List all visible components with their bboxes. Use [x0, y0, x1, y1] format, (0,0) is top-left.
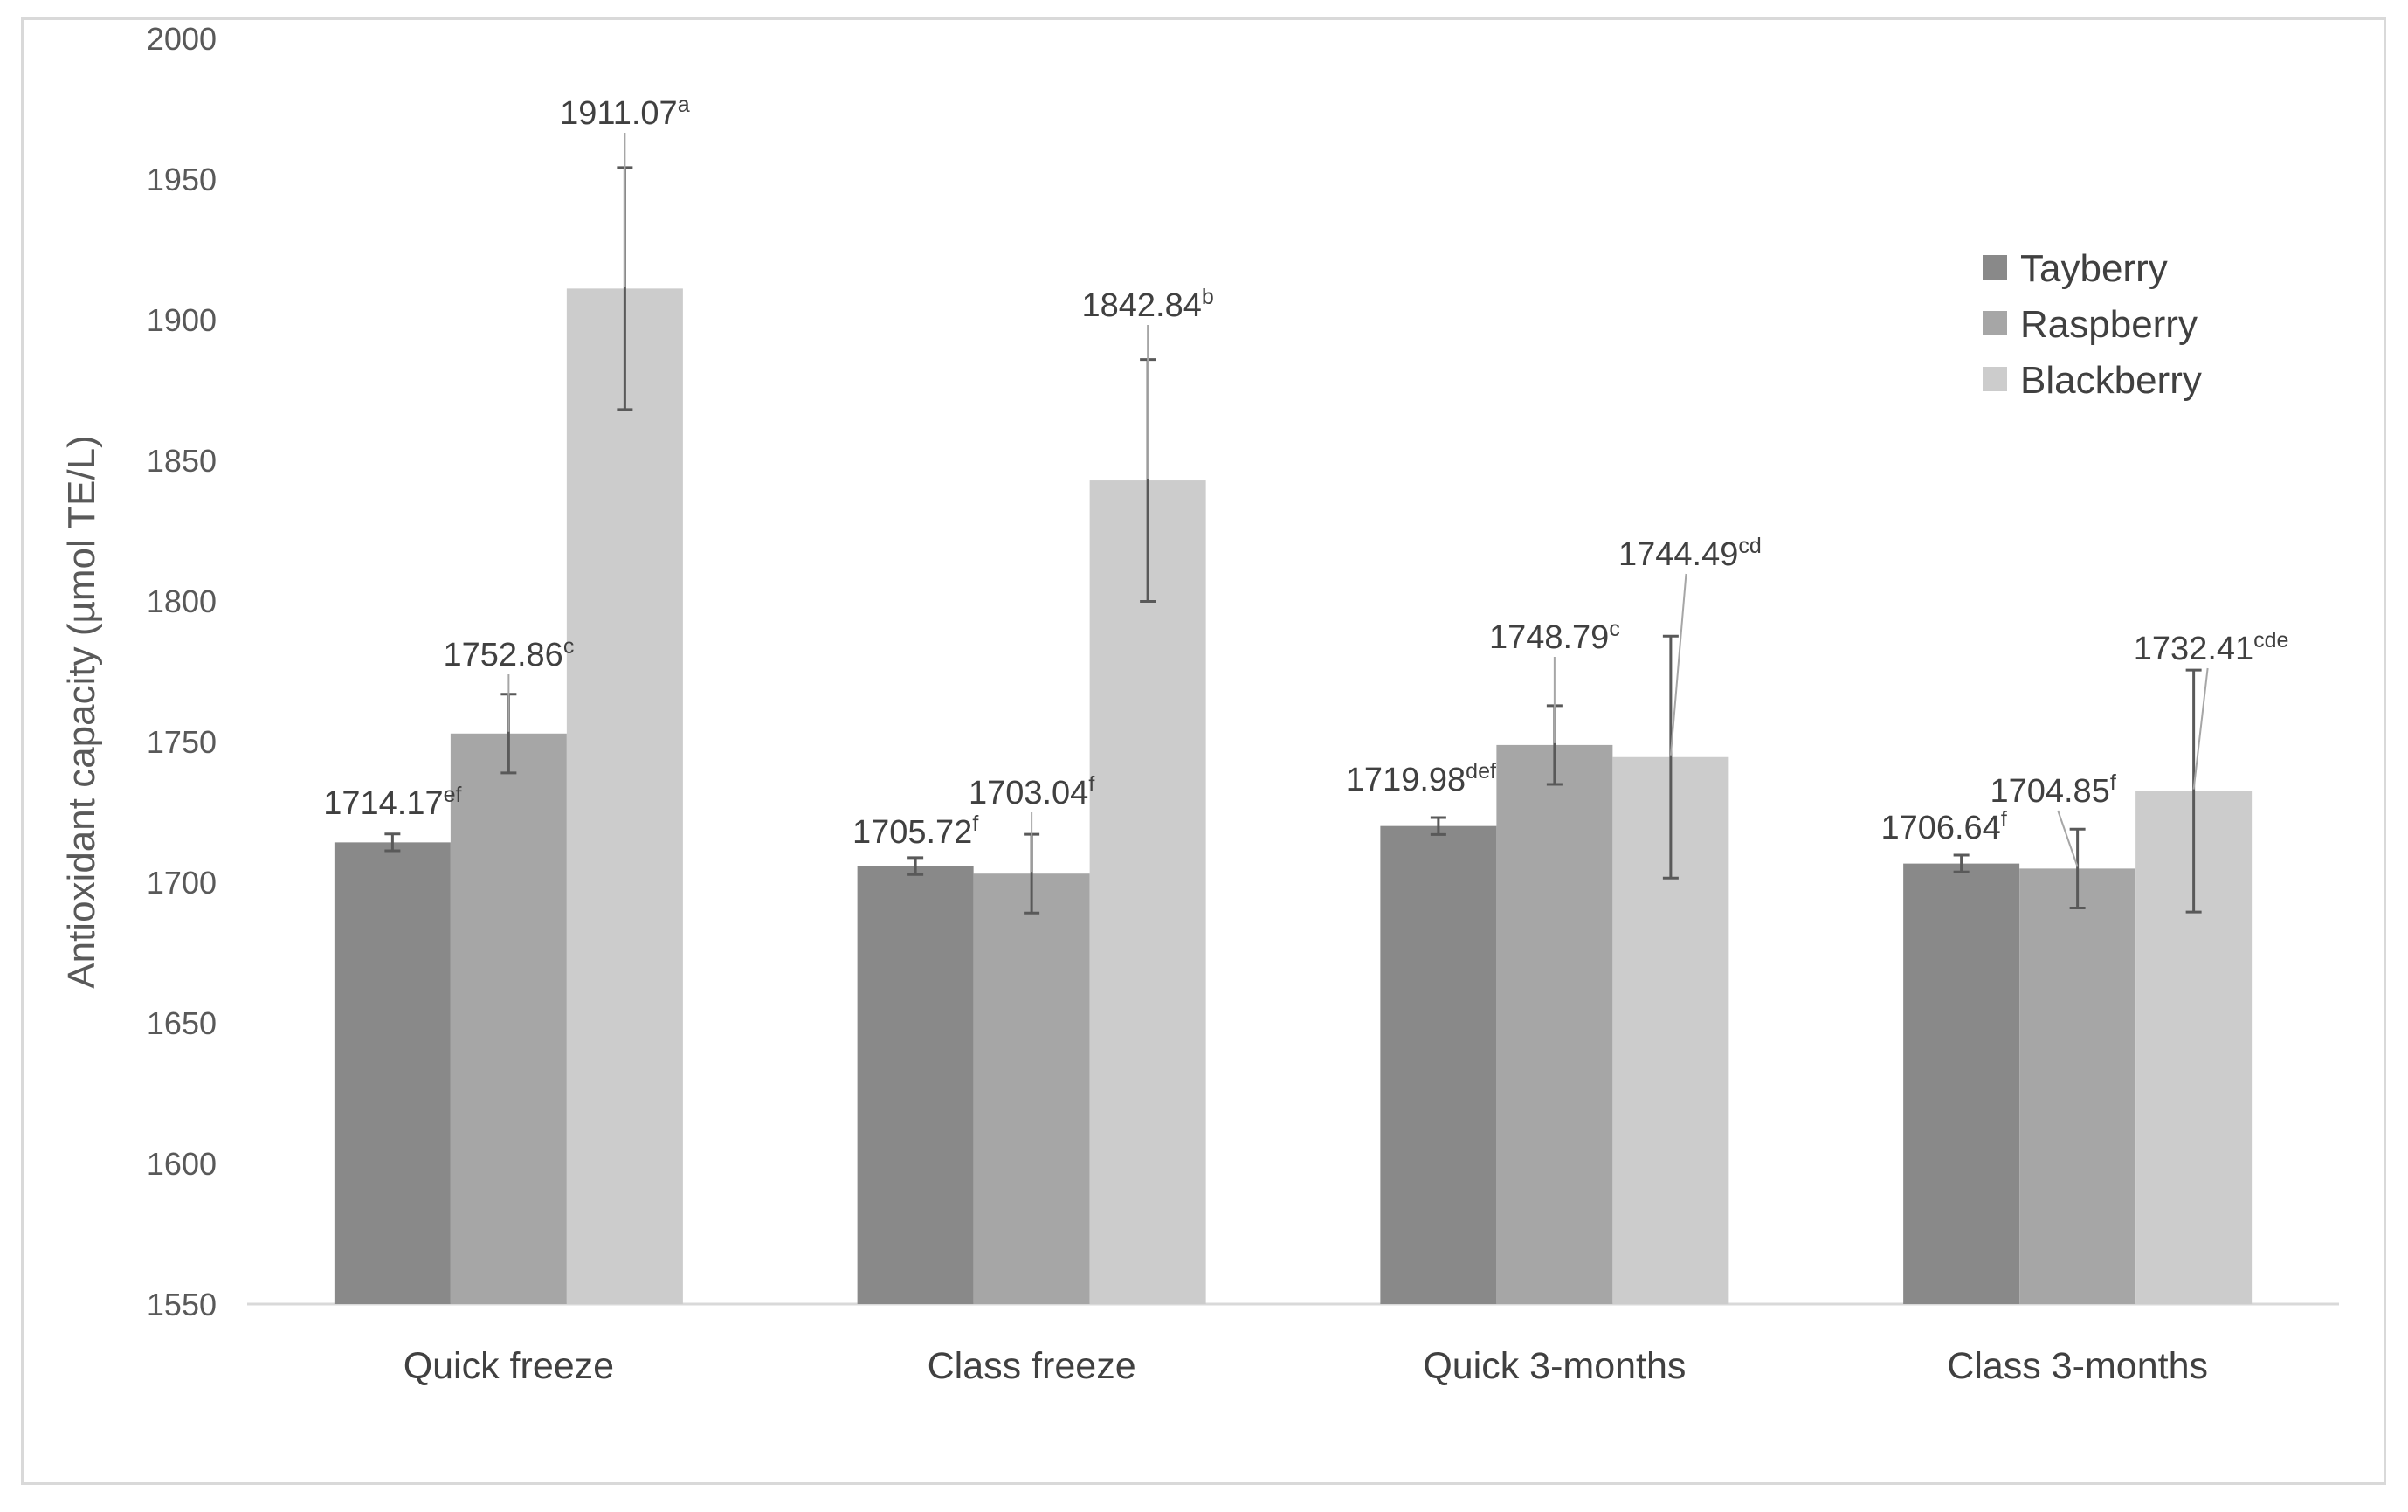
x-category-label: Quick freeze	[404, 1345, 614, 1387]
y-tick-label: 1700	[147, 865, 217, 901]
legend-swatch	[1983, 255, 2007, 280]
data-label: 1911.07a	[560, 93, 690, 132]
bar-raspberry	[2019, 868, 2136, 1304]
chart-frame	[21, 17, 2386, 1485]
y-tick-label: 1650	[147, 1005, 217, 1041]
data-label: 1714.17ef	[323, 783, 461, 822]
leader-line	[2057, 810, 2079, 867]
data-label: 1732.41cde	[2134, 628, 2289, 667]
legend-swatch	[1983, 367, 2007, 391]
legend-label: Blackberry	[2020, 359, 2202, 402]
bar-raspberry	[1496, 744, 1613, 1304]
data-label: 1719.98def	[1346, 759, 1496, 798]
data-label: 1705.72f	[852, 811, 978, 851]
y-tick-label: 1850	[147, 443, 217, 479]
bar-tayberry	[1380, 825, 1497, 1304]
y-tick-label: 1550	[147, 1287, 217, 1322]
bar-tayberry	[857, 866, 974, 1304]
bar-raspberry	[973, 873, 1090, 1304]
axes: 1550 1600 1650 1700 1750 1800 1850 1900 1950 2000…	[147, 21, 2339, 1387]
x-category-label: Class freeze	[928, 1345, 1136, 1387]
data-label: 1752.86c	[443, 634, 574, 673]
data-label: 1744.49cd	[1618, 534, 1762, 573]
y-tick-label: 1900	[147, 302, 217, 338]
y-tick-label: 1600	[147, 1146, 217, 1182]
data-label: 1706.64f	[1880, 807, 2006, 846]
legend: Tayberry Raspberry Blackberry	[1983, 247, 2202, 402]
x-category-label: Quick 3-months	[1423, 1345, 1686, 1387]
data-label: 1703.04f	[969, 772, 1094, 811]
data-label: 1704.85f	[1990, 770, 2115, 810]
y-axis-label: Antioxidant capacity (µmol TE/L)	[60, 435, 103, 988]
bars	[334, 288, 2253, 1304]
data-label: 1842.84b	[1081, 285, 1213, 324]
legend-swatch	[1983, 311, 2007, 335]
y-tick-label: 2000	[147, 21, 217, 57]
data-labels: 1714.17ef 1705.72f 1719.98def 1706.64f 1752.…	[323, 93, 2289, 873]
bar-raspberry	[450, 733, 567, 1304]
y-tick-label: 1800	[147, 583, 217, 619]
leader-line	[2192, 667, 2209, 790]
data-label: 1748.79c	[1489, 617, 1620, 656]
legend-label: Raspberry	[2020, 303, 2198, 346]
bar-blackberry	[566, 288, 683, 1304]
bar-tayberry	[1903, 863, 2020, 1304]
x-category-label: Class 3-months	[1947, 1345, 2208, 1387]
y-tick-label: 1950	[147, 162, 217, 197]
leader-line	[1669, 573, 1687, 756]
bar-blackberry	[1089, 480, 1206, 1304]
y-tick-label: 1750	[147, 724, 217, 760]
y-axis-label-group: Antioxidant capacity (µmol TE/L)	[60, 435, 103, 988]
legend-label: Tayberry	[2020, 247, 2168, 290]
bar-tayberry	[334, 842, 451, 1304]
